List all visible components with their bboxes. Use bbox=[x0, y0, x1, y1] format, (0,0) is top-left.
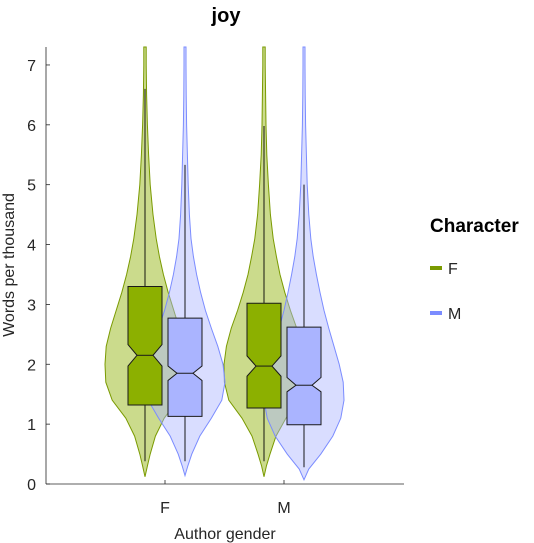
y-axis-label: Words per thousand bbox=[1, 193, 18, 337]
legend-label-m: M bbox=[448, 306, 461, 323]
box-m-m bbox=[286, 326, 322, 426]
box-m-f bbox=[167, 317, 203, 417]
legend-label-f: F bbox=[448, 261, 458, 278]
y-axis-ticks: 0 1 2 3 4 5 6 7 bbox=[27, 58, 50, 494]
plot-area bbox=[104, 46, 345, 482]
box-f-f bbox=[127, 285, 163, 406]
y-tick-label: 0 bbox=[27, 477, 36, 494]
box-f-m bbox=[246, 302, 282, 409]
chart-title: joy bbox=[211, 5, 242, 27]
y-tick-label: 4 bbox=[27, 238, 36, 255]
y-tick-label: 1 bbox=[27, 417, 36, 434]
y-tick-label: 6 bbox=[27, 118, 36, 135]
legend: Character F M bbox=[430, 216, 519, 323]
y-tick-label: 2 bbox=[27, 357, 36, 374]
y-tick-label: 7 bbox=[27, 58, 36, 75]
x-tick-label: M bbox=[277, 500, 290, 517]
legend-title: Character bbox=[430, 216, 519, 237]
y-tick-label: 3 bbox=[27, 297, 36, 314]
x-tick-label: F bbox=[160, 500, 170, 517]
x-axis-label: Author gender bbox=[174, 526, 276, 543]
y-tick-label: 5 bbox=[27, 178, 36, 195]
